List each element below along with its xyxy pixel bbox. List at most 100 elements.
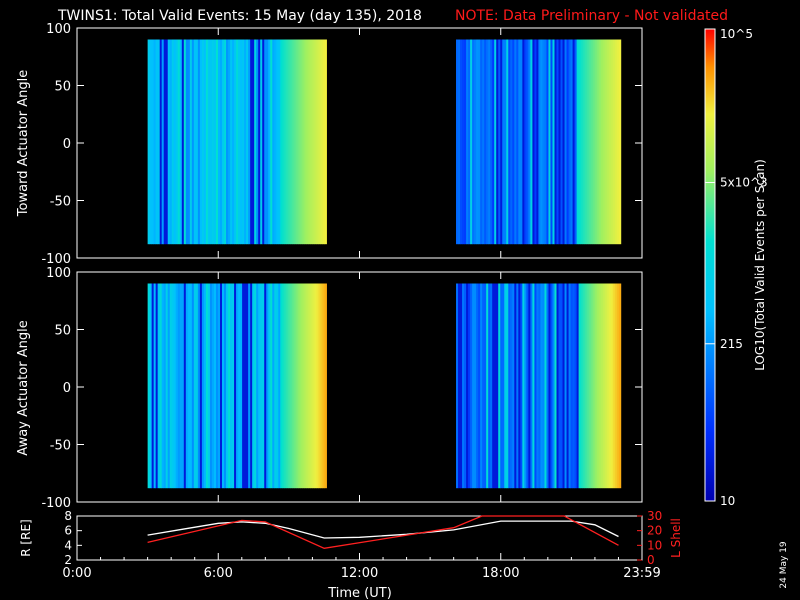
- heatmap-cell: [238, 283, 241, 489]
- heatmap-cell: [494, 283, 497, 489]
- heatmap-cell: [306, 283, 309, 489]
- heatmap-cell: [616, 283, 620, 489]
- heatmap-cell: [242, 283, 245, 489]
- heatmap-cell: [586, 283, 590, 489]
- heatmap-cell: [314, 283, 317, 489]
- heatmap-cell: [228, 39, 231, 245]
- heatmap-cell: [542, 39, 545, 245]
- heatmap-cell: [546, 283, 549, 489]
- heatmap-cell: [262, 283, 265, 489]
- heatmap-cell: [318, 39, 321, 245]
- heatmap-cell: [566, 39, 569, 245]
- y-tick-label: 50: [54, 324, 71, 339]
- heatmap-cell: [544, 283, 547, 489]
- heatmap-cell: [558, 39, 561, 245]
- heatmap-cell: [197, 283, 201, 489]
- heatmap-cell: [149, 39, 153, 245]
- heatmap-cell: [562, 39, 565, 245]
- heatmap-cell: [244, 283, 247, 489]
- colorbar: 10^5 5x10^3 215 10 LOG10(Total Valid Events…: [704, 27, 768, 508]
- heatmap-cell: [618, 39, 622, 245]
- heatmap-cell: [460, 283, 463, 489]
- heatmap-cell: [588, 283, 592, 489]
- heatmap-cell: [224, 283, 227, 489]
- heatmap-cell: [614, 283, 618, 489]
- heatmap-cell: [268, 39, 271, 245]
- heatmap-cell: [157, 283, 161, 489]
- heatmap-cell: [308, 283, 311, 489]
- y-tick-label: 100: [46, 266, 71, 281]
- heatmap-cell: [258, 283, 261, 489]
- heatmap-cell: [476, 283, 479, 489]
- heatmap-cell: [260, 39, 263, 245]
- heatmap-cell: [548, 39, 551, 245]
- heatmap-cell: [606, 39, 610, 245]
- heatmap-cell: [292, 283, 295, 489]
- heatmap-cell: [456, 283, 459, 489]
- heatmap-cell: [598, 283, 602, 489]
- heatmap-cell: [195, 283, 199, 489]
- heatmap-cell: [476, 39, 479, 245]
- heatmap-cell: [153, 283, 157, 489]
- heatmap-cell: [458, 39, 461, 245]
- heatmap-cell: [302, 283, 305, 489]
- heatmap-cells: [147, 283, 622, 489]
- heatmap-cell: [165, 39, 169, 245]
- heatmap-cell: [252, 283, 255, 489]
- heatmap-cell: [173, 39, 177, 245]
- heatmap-cell: [498, 283, 501, 489]
- heatmap-cell: [538, 39, 541, 245]
- heatmap-cell: [504, 39, 507, 245]
- y-tick-label: 8: [64, 509, 72, 523]
- heatmap-cell: [298, 39, 301, 245]
- heatmap-cell: [213, 283, 217, 489]
- heatmap-cell: [570, 283, 573, 489]
- heatmap-cell: [256, 39, 259, 245]
- heatmap-cell: [540, 283, 543, 489]
- heatmap-cell: [159, 283, 163, 489]
- heatmap-cell: [207, 283, 211, 489]
- heatmap-cell: [484, 283, 487, 489]
- heatmap-cell: [582, 39, 586, 245]
- heatmap-cell: [594, 39, 598, 245]
- heatmap-cell: [520, 283, 523, 489]
- heatmap-cell: [300, 39, 303, 245]
- heatmap-cell: [536, 39, 539, 245]
- heatmap-cell: [199, 39, 203, 245]
- heatmap-cell: [264, 39, 267, 245]
- heatmap-cell: [272, 283, 275, 489]
- heatmap-cell: [209, 283, 213, 489]
- heatmap-cell: [149, 283, 153, 489]
- colorbar-tick-label: 5x10^3: [720, 176, 768, 190]
- heatmap-cell: [486, 39, 489, 245]
- y-tick-label: 100: [46, 22, 71, 37]
- heatmap-cell: [288, 39, 291, 245]
- heatmap-cell: [246, 283, 249, 489]
- heatmap-cell: [183, 39, 187, 245]
- heatmap-cell: [488, 39, 491, 245]
- heatmap-cells: [147, 39, 622, 245]
- heatmap-cell: [314, 39, 317, 245]
- heatmap-cell: [522, 283, 525, 489]
- y-axis-label: Toward Actuator Angle: [16, 70, 31, 217]
- heatmap-cell: [526, 39, 529, 245]
- heatmap-cell: [173, 283, 177, 489]
- heatmap-cell: [472, 283, 475, 489]
- heatmap-cell: [606, 283, 610, 489]
- heatmap-cell: [260, 283, 263, 489]
- heatmap-cell: [548, 283, 551, 489]
- heatmap-cell: [470, 39, 473, 245]
- heatmap-cell: [238, 39, 241, 245]
- heatmap-cell: [524, 39, 527, 245]
- heatmap-cell: [185, 39, 189, 245]
- y-tick-label: 50: [54, 80, 71, 95]
- heatmap-cell: [570, 39, 573, 245]
- heatmap-cell: [486, 283, 489, 489]
- heatmap-cell: [578, 39, 582, 245]
- heatmap-cell: [542, 283, 545, 489]
- heatmap-cell: [508, 39, 511, 245]
- heatmap-cell: [510, 39, 513, 245]
- heatmap-cell: [512, 39, 515, 245]
- heatmap-cell: [296, 283, 299, 489]
